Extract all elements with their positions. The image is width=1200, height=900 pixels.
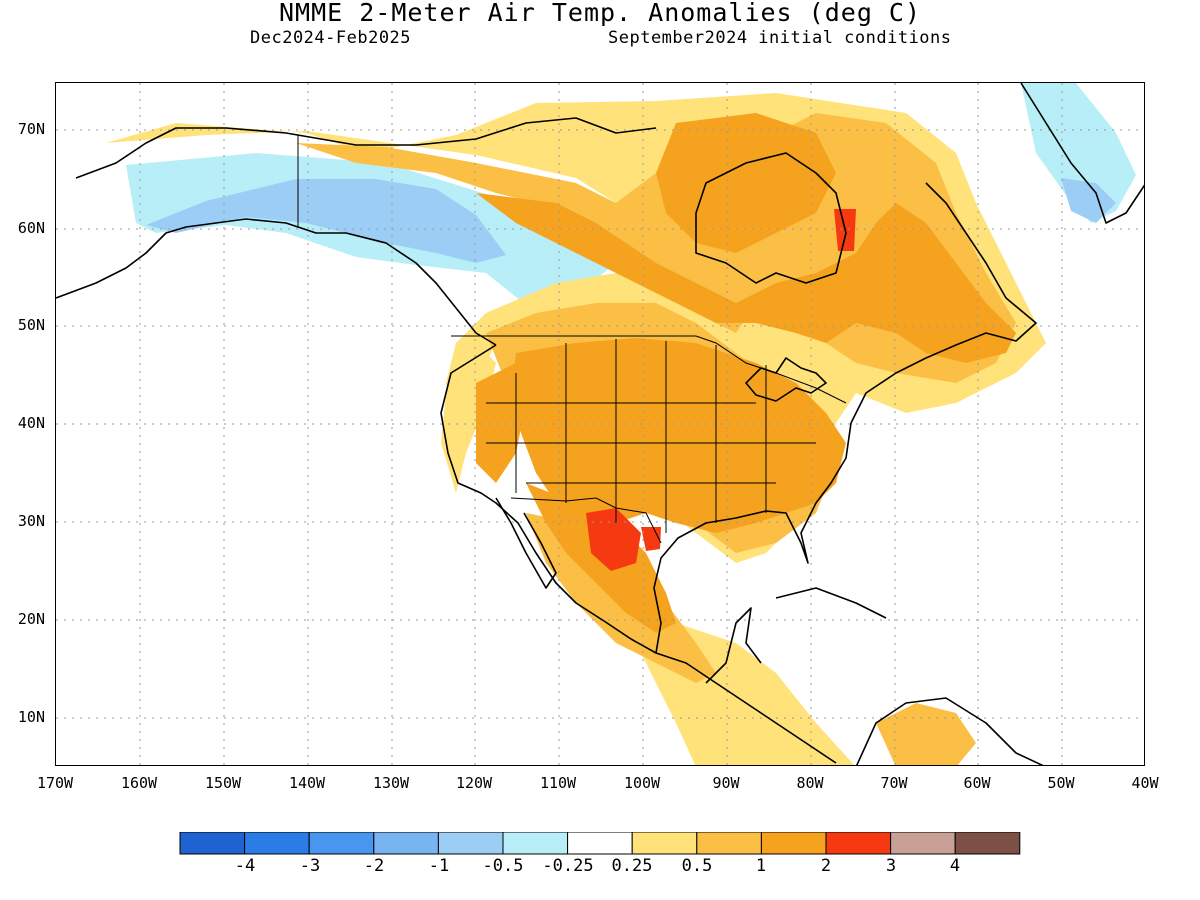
colorbar-label-neg025: -0.25 xyxy=(542,856,594,876)
coastline-alaska-north xyxy=(75,117,657,179)
colorbar-swatch-12 xyxy=(954,832,1021,855)
lon-tick-120w: 120W xyxy=(455,774,493,792)
colorbar-label-pos025: 0.25 xyxy=(611,856,653,876)
lat-tick-30n: 30N xyxy=(17,512,45,530)
warm-region-warm-usa xyxy=(511,338,846,533)
lon-tick-110w: 110W xyxy=(539,774,577,792)
colorbar-swatch-3 xyxy=(373,832,439,855)
lat-tick-40n: 40N xyxy=(17,414,45,432)
lon-tick-150w: 150W xyxy=(204,774,242,792)
colorbar-swatch-11 xyxy=(890,832,956,855)
forecast-period: Dec2024-Feb2025 xyxy=(250,28,412,48)
coastline-alaska xyxy=(56,218,497,346)
colorbar-swatch-10 xyxy=(825,832,892,855)
coastline-greenland xyxy=(1020,83,1144,224)
coastline-west-usa xyxy=(440,344,837,764)
initial-conditions: September2024 initial conditions xyxy=(608,28,952,48)
warm-region-warm-westcoast xyxy=(476,363,526,483)
coastline-east-canada xyxy=(850,182,1037,424)
lat-tick-50n: 50N xyxy=(17,316,45,334)
lon-tick-160w: 160W xyxy=(120,774,158,792)
colorbar-label-neg2: -2 xyxy=(363,856,385,876)
coastline-cuba xyxy=(775,587,887,619)
lon-tick-130w: 130W xyxy=(372,774,410,792)
lon-tick-170w: 170W xyxy=(36,774,74,792)
colorbar-label-pos2: 2 xyxy=(820,856,832,876)
lat-tick-60n: 60N xyxy=(17,219,45,237)
anomaly-map xyxy=(56,83,1144,765)
lat-tick-20n: 20N xyxy=(17,610,45,628)
coastlines xyxy=(56,83,1144,765)
lon-tick-70w: 70W xyxy=(880,774,908,792)
colorbar-swatch-8 xyxy=(696,832,762,855)
colorbar-label-neg05: -0.5 xyxy=(482,856,524,876)
lon-tick-100w: 100W xyxy=(623,774,661,792)
warm-region-warm-canada xyxy=(476,193,1016,363)
warm-region-strong-texas xyxy=(586,508,641,571)
lat-tick-70n: 70N xyxy=(17,120,45,138)
lon-tick-80w: 80W xyxy=(796,774,824,792)
colorbar-swatch-4 xyxy=(437,832,504,855)
colorbar-swatch-2 xyxy=(308,832,375,855)
lat-tick-10n: 10N xyxy=(17,708,45,726)
colorbar-swatch-5 xyxy=(502,832,569,855)
lon-tick-40w: 40W xyxy=(1131,774,1159,792)
colorbar-swatch-1 xyxy=(244,832,310,855)
lon-tick-50w: 50W xyxy=(1047,774,1075,792)
colorbar-label-pos1: 1 xyxy=(755,856,767,876)
colorbar-swatch-0 xyxy=(179,832,246,855)
colorbar-label-pos4: 4 xyxy=(949,856,961,876)
warm-region-strong-gulf xyxy=(641,527,661,551)
colorbar-label-neg4: -4 xyxy=(234,856,256,876)
map-panel xyxy=(55,82,1145,766)
coastline-baja xyxy=(495,497,557,589)
colorbar-label-pos3: 3 xyxy=(885,856,897,876)
border-us-states xyxy=(486,339,816,533)
warm-region-warm-hudson xyxy=(656,113,836,253)
colorbar-label-pos05: 0.5 xyxy=(681,856,713,876)
coastline-gulf xyxy=(653,422,852,654)
lon-tick-90w: 90W xyxy=(712,774,740,792)
border-usa-mexico xyxy=(510,497,662,544)
colorbar xyxy=(179,832,1021,855)
colorbar-swatch-9 xyxy=(760,832,827,855)
map-title: NMME 2-Meter Air Temp. Anomalies (deg C) xyxy=(278,0,922,27)
colorbar-swatch-6 xyxy=(567,832,633,855)
coastline-yucatan xyxy=(705,607,762,684)
warm-region-mild-southamerica xyxy=(876,703,976,765)
colorbar-label-neg1: -1 xyxy=(428,856,450,876)
cool-region-mid-alaska xyxy=(146,179,506,263)
coastline-south-america xyxy=(856,697,1044,765)
cool-region-light-greenland xyxy=(1021,83,1136,223)
lon-tick-140w: 140W xyxy=(288,774,326,792)
lon-tick-60w: 60W xyxy=(963,774,991,792)
coastline-hudson-bay xyxy=(695,152,847,284)
colorbar-label-neg3: -3 xyxy=(299,856,321,876)
colorbar-swatch-7 xyxy=(631,832,698,855)
political-boundaries xyxy=(297,135,847,544)
border-usa-canada xyxy=(451,335,847,404)
